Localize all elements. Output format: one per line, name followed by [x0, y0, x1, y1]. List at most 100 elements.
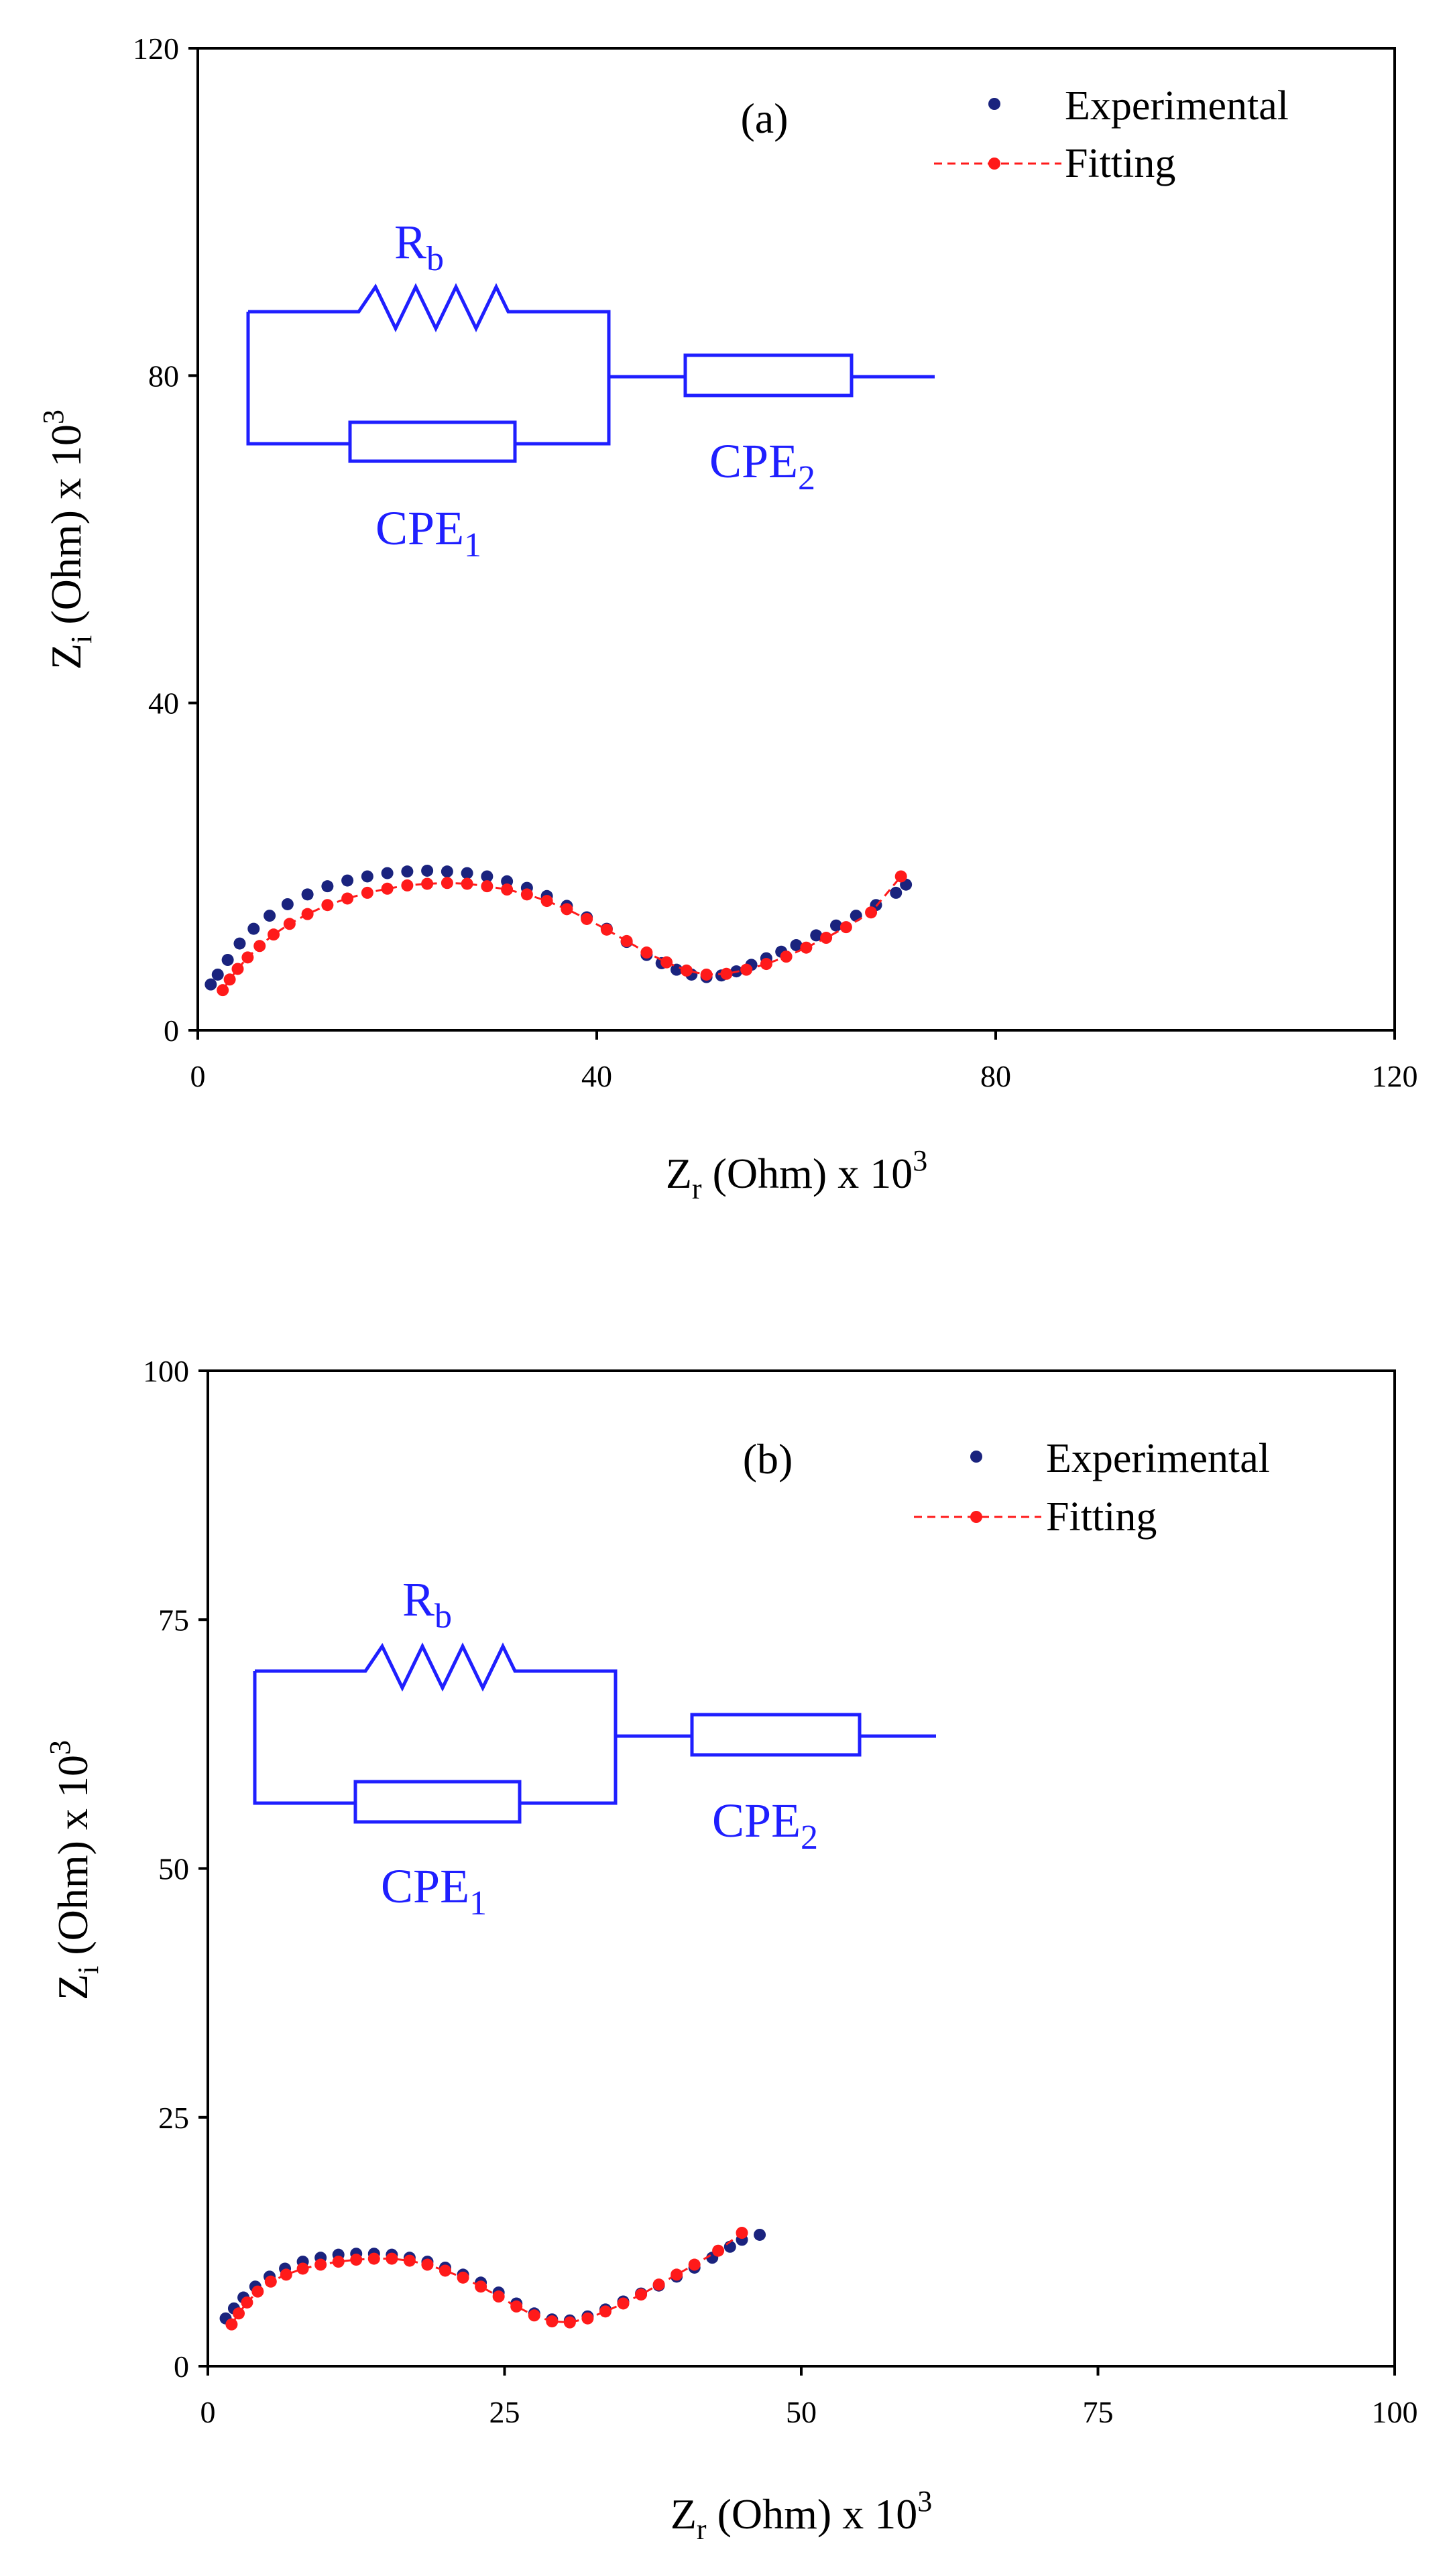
experimental-point — [211, 968, 224, 981]
fitting-point — [386, 2252, 398, 2265]
y-tick-label: 25 — [158, 2101, 189, 2135]
fitting-point — [301, 908, 314, 920]
y-axis-label: Zi (Ohm) x 103 — [44, 1740, 105, 2000]
fitting-point — [341, 892, 354, 905]
fitting-point — [350, 2254, 363, 2266]
series-layer — [219, 2227, 766, 2331]
experimental-point — [247, 922, 260, 935]
cpe2-element — [683, 353, 854, 397]
label-rb: Rb — [394, 215, 444, 278]
fitting-point — [475, 2280, 487, 2293]
fitting-point — [563, 2316, 576, 2329]
legend-label-experimental: Experimental — [1065, 83, 1289, 129]
fitting-point — [332, 2256, 345, 2268]
fitting-point — [700, 968, 713, 981]
legend-marker-fitting — [988, 158, 1000, 170]
fitting-point — [736, 2227, 748, 2240]
y-tick-label: 50 — [158, 1852, 189, 1886]
experimental-point — [233, 937, 246, 950]
fitting-point — [617, 2297, 630, 2310]
y-tick-label: 75 — [158, 1603, 189, 1637]
legend-label-experimental: Experimental — [1046, 1436, 1270, 1481]
y-tick-label: 40 — [148, 686, 179, 721]
fitting-point — [296, 2262, 309, 2275]
experimental-point — [830, 919, 842, 932]
fitting-point — [780, 950, 793, 963]
panel-label: (b) — [743, 1435, 793, 1483]
fitting-point — [231, 963, 244, 975]
fitting-point — [660, 956, 673, 969]
equivalent-circuit — [246, 283, 935, 463]
fitting-point — [528, 2309, 540, 2322]
x-tick-label: 120 — [1372, 1059, 1418, 1093]
plot-frame — [196, 47, 1396, 1032]
x-tick-label: 0 — [190, 1059, 206, 1093]
experimental-point — [321, 880, 334, 893]
axis-ticks: 0 40 80 120 0 40 80 120 — [133, 32, 1418, 1093]
fitting-point — [421, 877, 434, 890]
fitting-point — [233, 2307, 245, 2320]
fitting-point — [581, 2312, 594, 2325]
fitting-point — [652, 2278, 665, 2291]
experimental-point — [281, 898, 294, 910]
fitting-point — [680, 964, 693, 977]
experimental-point — [790, 939, 803, 952]
resistor-rb — [248, 283, 611, 446]
legend-marker-experimental — [970, 1451, 982, 1463]
x-tick-label: 80 — [980, 1059, 1011, 1093]
fitting-point — [361, 886, 373, 899]
fitting-point — [251, 2285, 264, 2298]
circuit-wire-left — [253, 1671, 355, 1805]
series-layer — [205, 864, 913, 997]
experimental-point — [361, 870, 373, 883]
fitting-point — [241, 2296, 253, 2309]
legend: Experimental Fitting — [934, 83, 1289, 186]
experimental-point — [205, 978, 217, 991]
experimental-point — [301, 888, 314, 901]
label-rb: Rb — [402, 1573, 452, 1636]
fitting-point — [501, 883, 514, 896]
x-tick-label: 25 — [489, 2395, 520, 2429]
fitting-point — [865, 906, 878, 919]
fitting-point — [461, 877, 473, 890]
x-tick-label: 75 — [1083, 2395, 1114, 2429]
experimental-point — [754, 2228, 766, 2241]
legend-label-fitting: Fitting — [1046, 1494, 1157, 1540]
fitting-point — [671, 2268, 683, 2281]
label-cpe1: CPE1 — [375, 501, 481, 564]
y-tick-label: 120 — [133, 32, 179, 66]
fitting-point — [314, 2258, 327, 2271]
fitting-point — [264, 2275, 277, 2288]
x-axis-label: Zr (Ohm) x 103 — [666, 1144, 927, 1205]
fitting-point — [520, 888, 533, 901]
fitting-point — [225, 2318, 238, 2331]
label-cpe1: CPE1 — [381, 1859, 487, 1922]
cpe1-element — [353, 1780, 522, 1824]
fitting-point — [620, 934, 633, 947]
experimental-point — [441, 865, 453, 878]
circuit-wire-left — [246, 312, 350, 446]
fitting-point — [280, 2268, 292, 2281]
experimental-point — [341, 874, 354, 887]
fitting-point — [820, 932, 833, 944]
x-tick-label: 100 — [1372, 2395, 1418, 2429]
fitting-point — [492, 2290, 505, 2303]
experimental-point — [381, 867, 394, 879]
legend: Experimental Fitting — [914, 1436, 1270, 1540]
fitting-point — [217, 984, 229, 997]
fitting-point — [581, 912, 593, 925]
fitting-point — [635, 2288, 648, 2301]
fitting-point — [712, 2244, 725, 2257]
experimental-point — [421, 864, 434, 877]
fitting-point — [421, 2258, 434, 2271]
y-axis-label: Zi (Ohm) x 103 — [37, 410, 98, 670]
experimental-point — [810, 929, 823, 942]
fitting-point — [839, 921, 852, 934]
y-tick-label: 0 — [164, 1014, 179, 1048]
fitting-point — [367, 2252, 380, 2265]
fitting-point — [688, 2258, 701, 2271]
axis-ticks: 0 25 50 75 100 0 25 50 75 100 — [143, 1354, 1418, 2429]
fitting-point — [253, 940, 266, 953]
fitting-point — [268, 928, 280, 941]
